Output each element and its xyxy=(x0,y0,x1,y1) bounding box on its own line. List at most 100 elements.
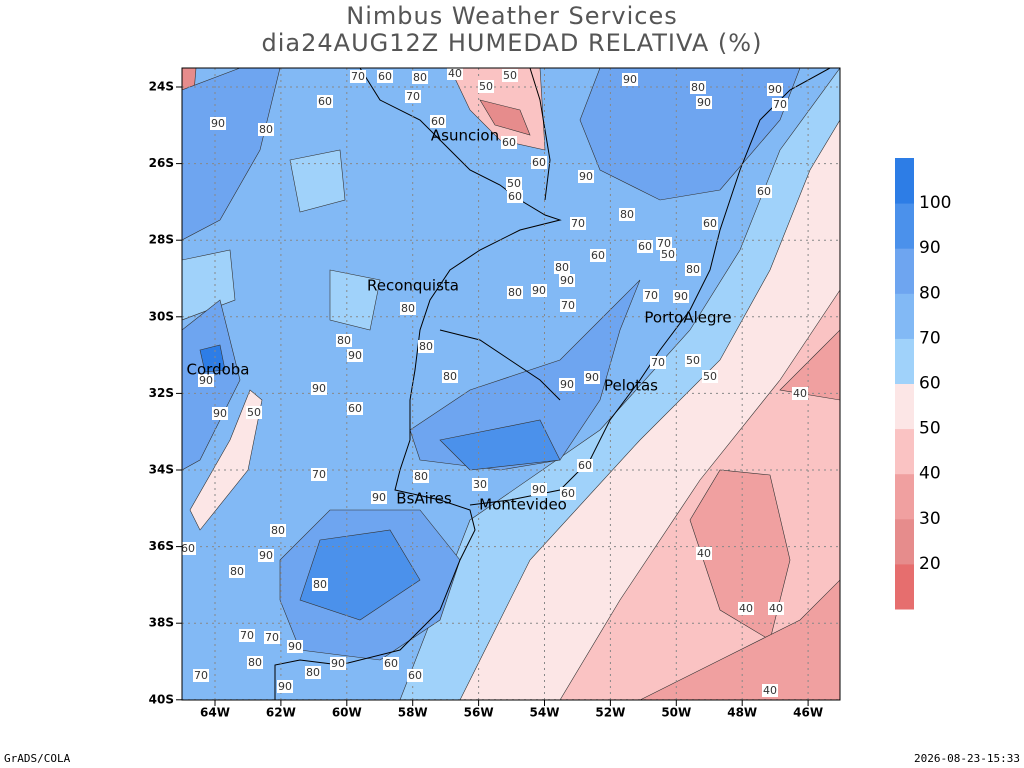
contour-label-bg xyxy=(554,261,570,274)
contour-label: 90 xyxy=(532,483,546,496)
city-label: BsAires xyxy=(396,490,452,508)
contour-label-bg xyxy=(673,290,689,303)
contour-label: 70 xyxy=(240,629,254,642)
contour-label: 90 xyxy=(532,284,546,297)
lon-label: 50W xyxy=(661,706,691,720)
humidity-region xyxy=(182,68,281,241)
contour-label: 40 xyxy=(793,387,807,400)
lat-label: 24S xyxy=(149,80,174,94)
contour-label: 60 xyxy=(703,217,717,230)
city-label: Pelotas xyxy=(604,377,658,395)
contour-label-bg xyxy=(656,237,672,250)
city-label: Montevideo xyxy=(479,496,567,514)
colorbar-label: 60 xyxy=(919,374,941,394)
contour-label-bg xyxy=(210,117,226,130)
contour-label: 80 xyxy=(259,123,273,136)
humidity-region xyxy=(289,149,346,213)
contour-label: 80 xyxy=(337,334,351,347)
contour-label: 50 xyxy=(247,406,261,419)
lat-label: 30S xyxy=(149,309,174,323)
contour-label: 70 xyxy=(644,289,658,302)
humidity-region xyxy=(779,329,840,401)
contour-label: 90 xyxy=(579,170,593,183)
contour-label: 70 xyxy=(312,468,326,481)
contour-label-bg xyxy=(685,263,701,276)
contour-label-bg xyxy=(702,217,718,230)
contour-label: 40 xyxy=(763,684,777,697)
border-line xyxy=(439,329,561,401)
colorbar-label: 40 xyxy=(919,464,941,484)
lon-label: 46W xyxy=(793,706,823,720)
contour-label-bg xyxy=(702,370,718,383)
contour-label-bg xyxy=(792,387,808,400)
contour-label-bg xyxy=(578,170,594,183)
contour-label: 90 xyxy=(585,371,599,384)
humidity-region xyxy=(182,249,236,321)
contour-label-bg xyxy=(258,123,274,136)
contour-label: 60 xyxy=(348,402,362,415)
contour-label: 60 xyxy=(502,136,516,149)
colorbar-swatch xyxy=(895,383,914,430)
lon-label: 52W xyxy=(595,706,625,720)
contour-label: 50 xyxy=(661,248,675,261)
contour-label-bg xyxy=(637,240,653,253)
contour-label: 90 xyxy=(331,657,345,670)
contour-label-bg xyxy=(442,370,458,383)
map-overlay: 24S 26S 28S 30S 32S 34S 36S 38S 40S 64W 62W 60W 58W 5… xyxy=(149,80,823,720)
contour-label-bg xyxy=(559,378,575,391)
city-label: PortoAlegre xyxy=(644,309,731,327)
contour-label-bg xyxy=(347,349,363,362)
colorbar-swatch xyxy=(895,203,914,249)
colorbar-label: 90 xyxy=(919,238,941,258)
contour-label: 60 xyxy=(561,487,575,500)
contour-label: 60 xyxy=(318,95,332,108)
contour-label-bg xyxy=(531,156,547,169)
contour-label: 50 xyxy=(507,177,521,190)
contour-label: 50 xyxy=(503,69,517,82)
contour-label-bg xyxy=(447,68,463,80)
lon-label: 64W xyxy=(200,706,230,720)
contour-label-bg xyxy=(247,656,263,669)
contour-label-bg xyxy=(212,407,228,420)
contour-label-bg xyxy=(507,190,523,203)
contour-label-bg xyxy=(383,657,399,670)
contour-label: 90 xyxy=(288,640,302,653)
contour-label-bg xyxy=(738,602,754,615)
colorbar-swatch xyxy=(895,563,914,610)
lon-label: 60W xyxy=(332,706,362,720)
contour-label: 60 xyxy=(591,249,605,262)
contour-label: 80 xyxy=(413,71,427,84)
colorbar-label: 20 xyxy=(919,554,941,574)
contour-label-bg xyxy=(182,542,196,555)
contour-label-bg xyxy=(193,669,209,682)
contour-label-bg xyxy=(660,248,676,261)
lon-label: 48W xyxy=(727,706,757,720)
contour-label: 70 xyxy=(657,237,671,250)
contour-label-bg xyxy=(400,302,416,315)
contour-label: 80 xyxy=(306,666,320,679)
contour-label: 60 xyxy=(181,542,195,555)
contour-label-bg xyxy=(287,640,303,653)
contour-label-bg xyxy=(377,70,393,83)
contour-label-bg xyxy=(305,666,321,679)
contour-label-bg xyxy=(239,629,255,642)
contour-label-bg xyxy=(430,115,446,128)
contour-label-bg xyxy=(696,547,712,560)
contour-label-bg xyxy=(507,286,523,299)
contour-label: 80 xyxy=(443,370,457,383)
contour-label-bg xyxy=(685,354,701,367)
contour-label: 70 xyxy=(651,356,665,369)
contour-label-bg xyxy=(198,374,214,387)
contour-label-bg xyxy=(336,334,352,347)
contour-label: 50 xyxy=(479,80,493,93)
border-line xyxy=(274,439,476,700)
colorbar-swatch xyxy=(895,428,914,475)
contour-label-bg xyxy=(413,470,429,483)
contour-label-bg xyxy=(560,487,576,500)
contour-label: 90 xyxy=(697,96,711,109)
contour-label: 90 xyxy=(372,491,386,504)
colorbar-swatch xyxy=(895,518,914,565)
contour-label-bg xyxy=(412,71,428,84)
